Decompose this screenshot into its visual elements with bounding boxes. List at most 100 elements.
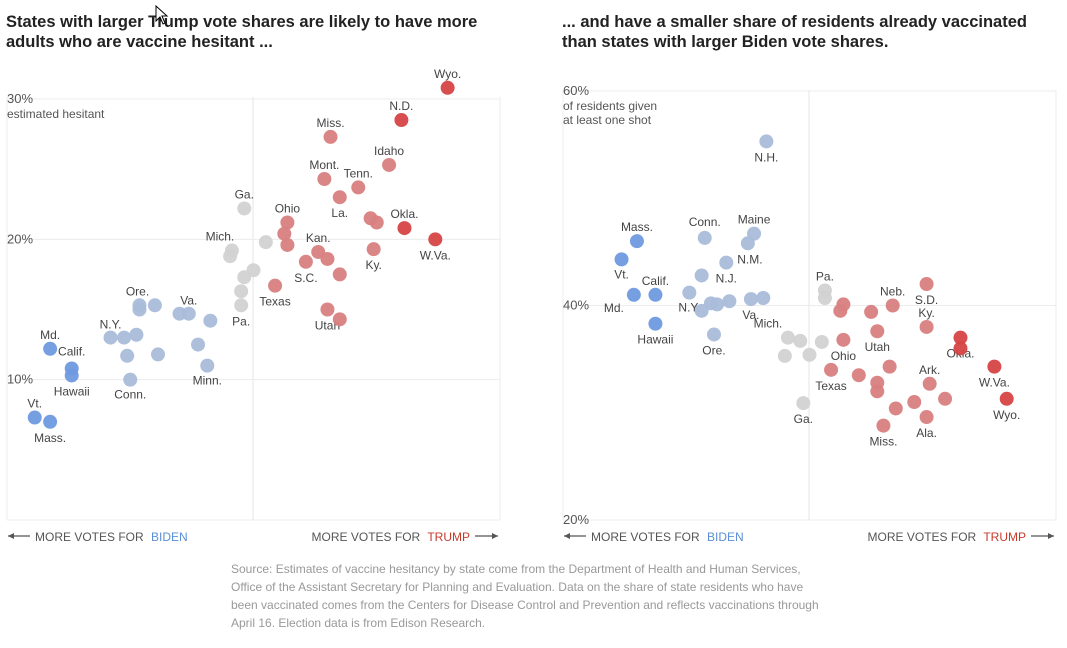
data-point[interactable] <box>366 242 381 257</box>
data-point[interactable] <box>103 330 118 345</box>
data-point[interactable] <box>885 298 900 313</box>
data-point[interactable] <box>369 215 384 230</box>
data-point[interactable] <box>280 237 295 252</box>
data-point[interactable] <box>234 284 249 299</box>
data-point[interactable] <box>64 368 79 383</box>
data-point[interactable] <box>440 80 455 95</box>
data-point[interactable] <box>382 157 397 172</box>
data-point[interactable] <box>203 313 218 328</box>
data-point[interactable] <box>268 278 283 293</box>
data-point[interactable] <box>824 362 839 377</box>
data-point[interactable] <box>317 171 332 186</box>
data-point[interactable] <box>234 298 249 313</box>
data-point[interactable] <box>864 304 879 319</box>
right-arrow-right <box>1031 533 1054 539</box>
data-point[interactable] <box>27 410 42 425</box>
left-axis-left-label: MORE VOTES FOR <box>35 530 144 544</box>
data-point[interactable] <box>876 418 891 433</box>
data-point[interactable] <box>648 316 663 331</box>
data-point[interactable] <box>919 410 934 425</box>
point-label: Texas <box>259 295 290 309</box>
data-point[interactable] <box>120 348 135 363</box>
scatter-charts: 10% 20% 30% estimated hesitant Vt. Mass. Md.… <box>6 67 1057 544</box>
data-point[interactable] <box>298 254 313 269</box>
data-point[interactable] <box>836 297 851 312</box>
data-point[interactable] <box>626 287 641 302</box>
data-point[interactable] <box>323 129 338 144</box>
data-point[interactable] <box>191 337 206 352</box>
data-point[interactable] <box>870 384 885 399</box>
data-point[interactable] <box>223 249 238 264</box>
data-point[interactable] <box>706 327 721 342</box>
data-point[interactable] <box>280 215 295 230</box>
data-point[interactable] <box>147 298 162 313</box>
data-point[interactable] <box>277 226 292 241</box>
data-point[interactable] <box>780 330 795 345</box>
point-label: W.Va. <box>979 376 1010 390</box>
data-point[interactable] <box>629 234 644 249</box>
data-point[interactable] <box>999 391 1014 406</box>
data-point[interactable] <box>614 252 629 267</box>
data-point[interactable] <box>428 232 443 247</box>
data-point[interactable] <box>200 358 215 373</box>
data-point[interactable] <box>817 290 832 305</box>
data-point[interactable] <box>320 251 335 266</box>
data-point[interactable] <box>719 255 734 270</box>
data-point[interactable] <box>123 372 138 387</box>
data-point[interactable] <box>697 230 712 245</box>
data-point[interactable] <box>888 401 903 416</box>
data-point[interactable] <box>851 368 866 383</box>
data-point[interactable] <box>919 319 934 334</box>
data-point[interactable] <box>129 327 144 342</box>
data-point[interactable] <box>332 190 347 205</box>
data-point[interactable] <box>332 312 347 327</box>
data-point[interactable] <box>777 348 792 363</box>
data-point[interactable] <box>907 395 922 410</box>
data-point[interactable] <box>759 134 774 149</box>
data-point[interactable] <box>953 330 968 345</box>
left-points <box>27 80 455 429</box>
point-label: Utah <box>865 340 890 354</box>
data-point[interactable] <box>394 113 409 128</box>
data-point[interactable] <box>793 333 808 348</box>
data-point[interactable] <box>814 334 829 349</box>
data-point[interactable] <box>117 330 132 345</box>
data-point[interactable] <box>836 332 851 347</box>
data-point[interactable] <box>919 277 934 292</box>
right-ytick-label: 20% <box>563 512 589 527</box>
data-point[interactable] <box>938 391 953 406</box>
data-point[interactable] <box>150 347 165 362</box>
data-point[interactable] <box>320 302 335 317</box>
data-point[interactable] <box>922 376 937 391</box>
right-arrow-left <box>564 533 586 539</box>
data-point[interactable] <box>43 414 58 429</box>
data-point[interactable] <box>258 235 273 250</box>
data-point[interactable] <box>740 236 755 251</box>
data-point[interactable] <box>132 302 147 317</box>
data-point[interactable] <box>172 306 187 321</box>
point-label: Mont. <box>309 158 339 172</box>
data-point[interactable] <box>953 341 968 356</box>
data-point[interactable] <box>237 201 252 216</box>
data-point[interactable] <box>694 268 709 283</box>
data-point[interactable] <box>43 341 58 356</box>
point-label: Maine <box>738 213 771 227</box>
data-point[interactable] <box>802 347 817 362</box>
data-point[interactable] <box>694 303 709 318</box>
data-point[interactable] <box>682 285 697 300</box>
data-point[interactable] <box>710 297 725 312</box>
data-point[interactable] <box>987 359 1002 374</box>
data-point[interactable] <box>796 396 811 411</box>
point-label: S.D. <box>915 293 938 307</box>
data-point[interactable] <box>722 294 737 309</box>
data-point[interactable] <box>397 221 412 236</box>
data-point[interactable] <box>351 180 366 195</box>
data-point[interactable] <box>756 290 771 305</box>
data-point[interactable] <box>882 359 897 374</box>
data-point[interactable] <box>648 287 663 302</box>
right-axis-left-label: MORE VOTES FOR <box>591 530 700 544</box>
data-point[interactable] <box>870 324 885 339</box>
data-point[interactable] <box>743 292 758 307</box>
data-point[interactable] <box>246 263 261 278</box>
data-point[interactable] <box>332 267 347 282</box>
